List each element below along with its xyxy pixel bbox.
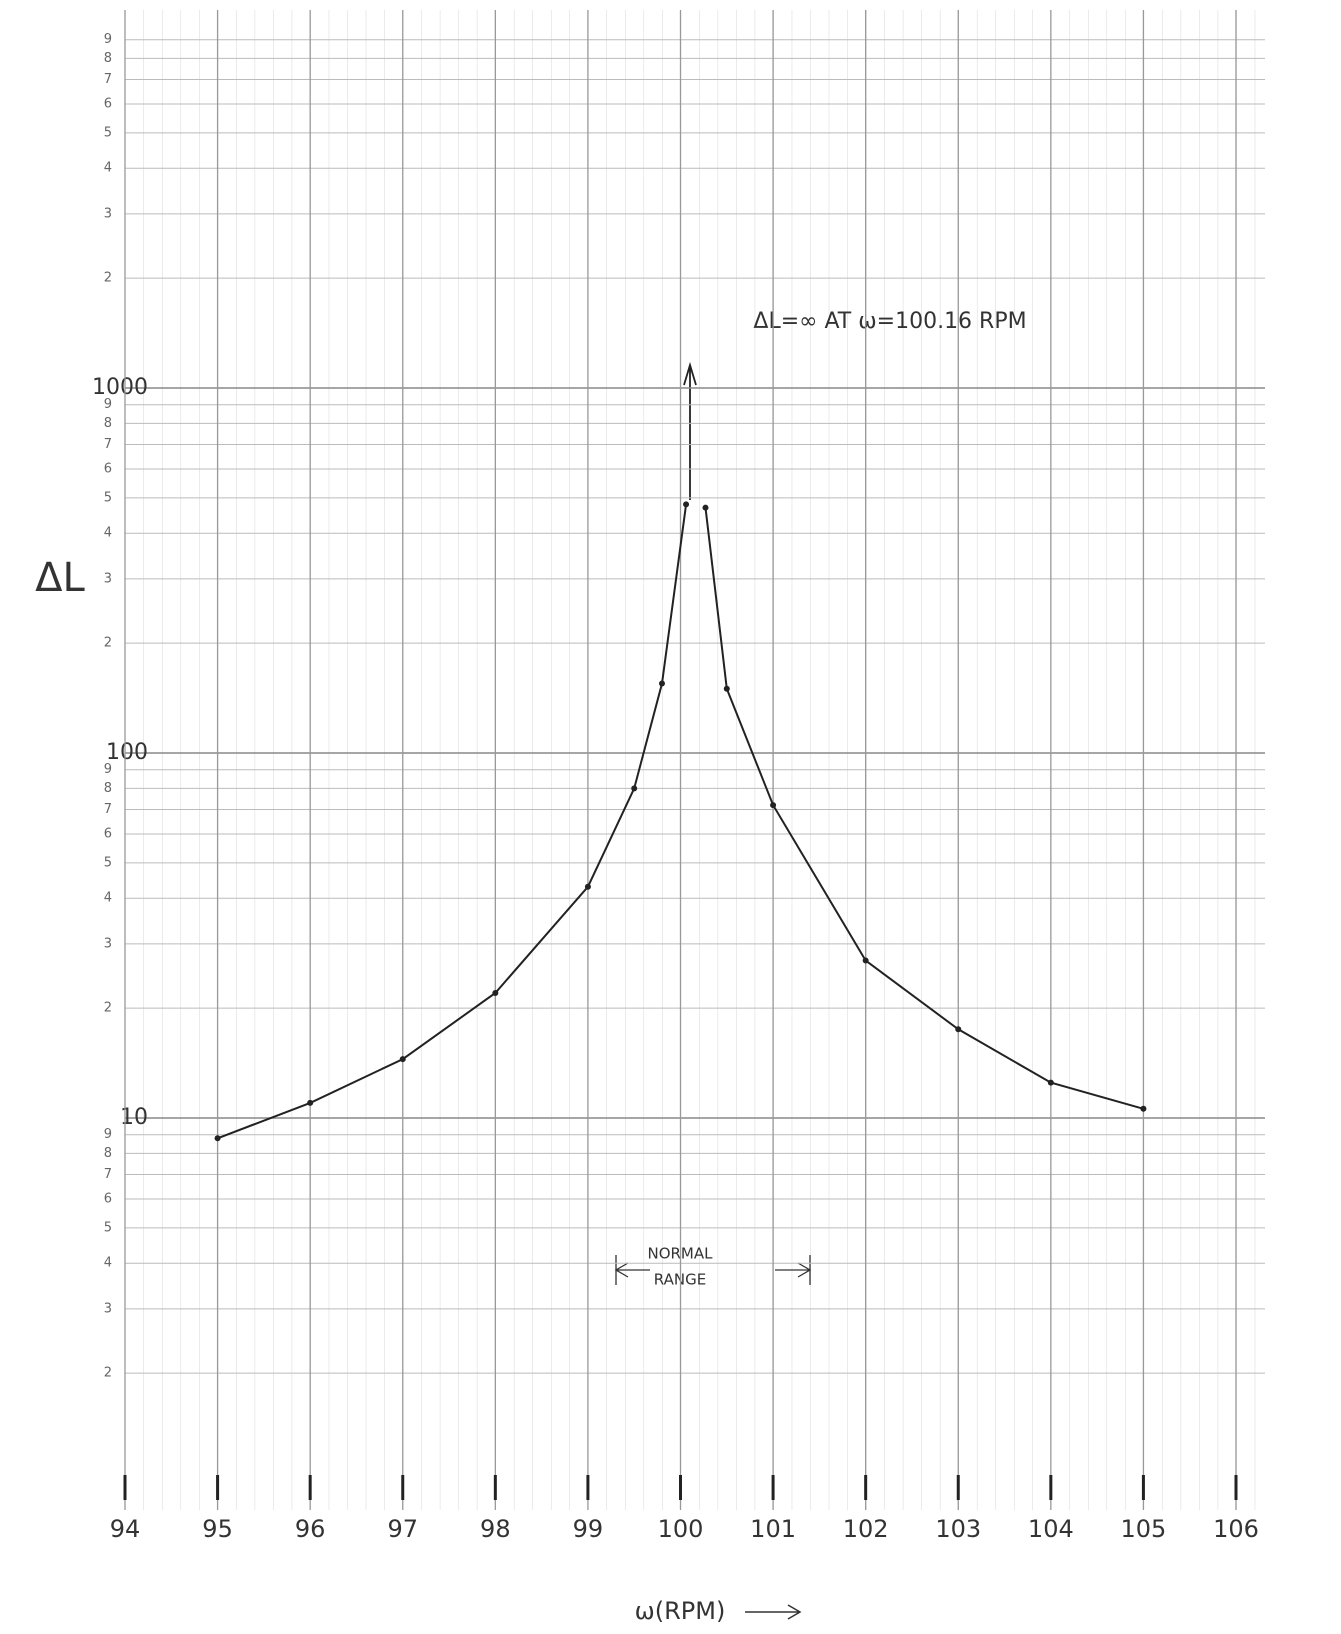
data-point (399, 1056, 406, 1063)
x-tick-label: 106 (1213, 1515, 1259, 1543)
y-tick-label: 8 (104, 51, 112, 66)
y-tick-label: 3 (104, 1301, 112, 1316)
y-tick-label: 6 (104, 461, 112, 476)
data-point (492, 990, 499, 997)
y-tick-label: 2 (104, 1001, 112, 1016)
y-tick-label: 9 (104, 1127, 112, 1142)
normal-range-bracket (614, 1255, 812, 1285)
y-axis-label: ΔL (35, 555, 85, 601)
data-point (955, 1026, 962, 1033)
y-tick-label: 6 (104, 96, 112, 111)
y-tick-label: 3 (104, 206, 112, 221)
y-tick-label: 9 (104, 397, 112, 412)
y-tick-label: 10 (120, 1105, 148, 1130)
x-axis-arrow (745, 1604, 802, 1620)
y-tick-label: 2 (104, 271, 112, 286)
data-point (584, 883, 591, 890)
x-tick-label: 101 (750, 1515, 796, 1543)
annotation: ΔL=∞ AT ω=100.16 RPM (753, 309, 1026, 334)
y-tick-label: 8 (104, 781, 112, 796)
x-tick-label: 99 (573, 1515, 604, 1543)
y-tick-label: 6 (104, 826, 112, 841)
data-point (214, 1135, 221, 1142)
y-tick-label: 4 (104, 526, 112, 541)
y-tick-label: 6 (104, 1191, 112, 1206)
y-tick-label: 2 (104, 636, 112, 651)
y-tick-label: 4 (104, 161, 112, 176)
data-point (1140, 1105, 1147, 1112)
data-line (217, 504, 688, 1140)
y-tick-label: 4 (104, 1256, 112, 1271)
y-tick-label: 5 (104, 125, 112, 140)
y-tick-label: 9 (104, 32, 112, 47)
y-tick-label: 8 (104, 1146, 112, 1161)
y-tick-label: 1000 (92, 375, 148, 400)
y-tick-label: 7 (104, 1167, 112, 1182)
x-tick-label: 94 (110, 1515, 141, 1543)
x-axis-label: ω(RPM) (635, 1597, 726, 1625)
y-tick-label: 5 (104, 1220, 112, 1235)
data-point (770, 802, 777, 809)
y-tick-label: 4 (104, 891, 112, 906)
y-tick-label: 2 (104, 1366, 112, 1381)
y-tick-label: 100 (106, 740, 148, 765)
y-tick-label: 8 (104, 416, 112, 431)
graph-paper (125, 10, 1265, 1510)
x-tick-label: 104 (1028, 1515, 1074, 1543)
data-point (307, 1099, 314, 1106)
data-point (1047, 1079, 1054, 1086)
x-tick-label: 95 (202, 1515, 233, 1543)
data-point (702, 504, 709, 511)
x-tick-label: 98 (480, 1515, 511, 1543)
data-point (658, 680, 665, 687)
data-point (723, 685, 730, 692)
x-tick-label: 102 (843, 1515, 889, 1543)
y-tick-label: 9 (104, 762, 112, 777)
x-tick-label: 100 (658, 1515, 704, 1543)
x-tick-label: 97 (387, 1515, 418, 1543)
y-tick-label: 7 (104, 437, 112, 452)
x-tick-label: 96 (295, 1515, 326, 1543)
y-tick-label: 5 (104, 490, 112, 505)
x-tick-label: 103 (935, 1515, 981, 1543)
data-point (862, 957, 869, 964)
y-tick-label: 7 (104, 802, 112, 817)
y-tick-label: 5 (104, 855, 112, 870)
y-tick-label: 7 (104, 72, 112, 87)
y-tick-label: 3 (104, 936, 112, 951)
data-point (631, 785, 638, 792)
x-tick-label: 105 (1121, 1515, 1167, 1543)
y-tick-label: 3 (104, 571, 112, 586)
data-point (683, 501, 690, 508)
